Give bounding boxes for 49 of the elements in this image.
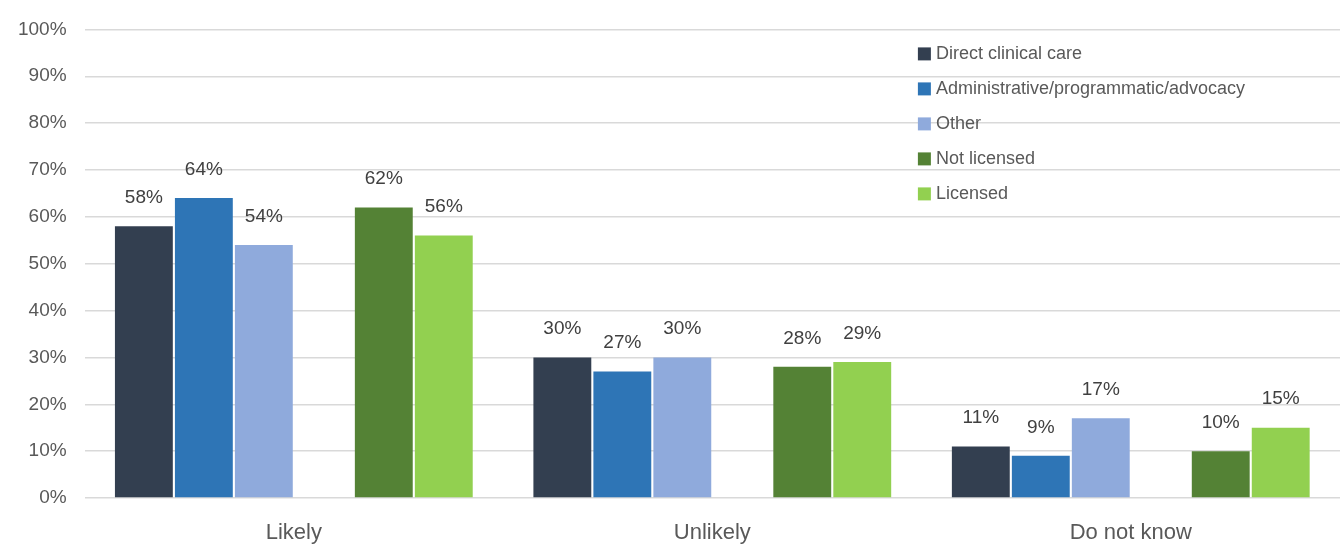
bar bbox=[414, 235, 473, 498]
y-tick-label: 70% bbox=[28, 158, 67, 180]
bar bbox=[533, 357, 592, 498]
bar bbox=[1251, 427, 1310, 498]
legend-label: Administrative/programmatic/advocacy bbox=[935, 77, 1246, 98]
data-label: 28% bbox=[783, 326, 822, 348]
bar bbox=[354, 207, 413, 498]
bar bbox=[1011, 455, 1070, 498]
bar bbox=[234, 244, 293, 498]
legend-label: Licensed bbox=[935, 182, 1008, 203]
bar bbox=[773, 366, 832, 498]
bar bbox=[1071, 418, 1130, 498]
legend-label: Not licensed bbox=[935, 147, 1035, 168]
data-label: 56% bbox=[424, 195, 463, 217]
bar bbox=[653, 357, 712, 498]
data-label: 11% bbox=[962, 406, 1000, 428]
y-tick-label: 50% bbox=[28, 251, 67, 273]
y-tick-label: 30% bbox=[28, 345, 67, 367]
legend-label: Other bbox=[935, 112, 981, 133]
data-label: 17% bbox=[1081, 378, 1120, 400]
data-label: 15% bbox=[1261, 387, 1300, 409]
bar bbox=[174, 198, 233, 498]
legend-label: Direct clinical care bbox=[935, 42, 1082, 63]
data-label: 29% bbox=[843, 321, 882, 343]
y-tick-label: 60% bbox=[28, 205, 67, 227]
bar bbox=[833, 362, 892, 498]
data-label: 10% bbox=[1201, 410, 1240, 432]
data-label: 54% bbox=[244, 204, 283, 226]
data-label: 58% bbox=[124, 185, 163, 207]
y-tick-label: 10% bbox=[28, 439, 67, 461]
data-label: 27% bbox=[603, 331, 642, 353]
x-tick-label: Likely bbox=[265, 519, 322, 545]
data-label: 30% bbox=[663, 317, 702, 339]
y-tick-label: 40% bbox=[28, 298, 67, 320]
data-label: 9% bbox=[1027, 415, 1055, 437]
data-label: 64% bbox=[184, 157, 223, 179]
data-label: 62% bbox=[364, 167, 403, 189]
x-tick-label: Do not know bbox=[1069, 519, 1193, 545]
data-label: 30% bbox=[543, 317, 582, 339]
bar bbox=[1191, 451, 1250, 498]
bar bbox=[951, 446, 1010, 498]
y-tick-label: 80% bbox=[28, 111, 67, 133]
bar bbox=[593, 371, 652, 498]
y-tick-label: 100% bbox=[17, 17, 67, 39]
y-tick-label: 90% bbox=[28, 64, 67, 86]
bar bbox=[114, 226, 173, 498]
x-tick-label: Unlikely bbox=[673, 519, 751, 545]
y-tick-label: 20% bbox=[28, 392, 67, 414]
y-tick-label: 0% bbox=[39, 486, 67, 508]
